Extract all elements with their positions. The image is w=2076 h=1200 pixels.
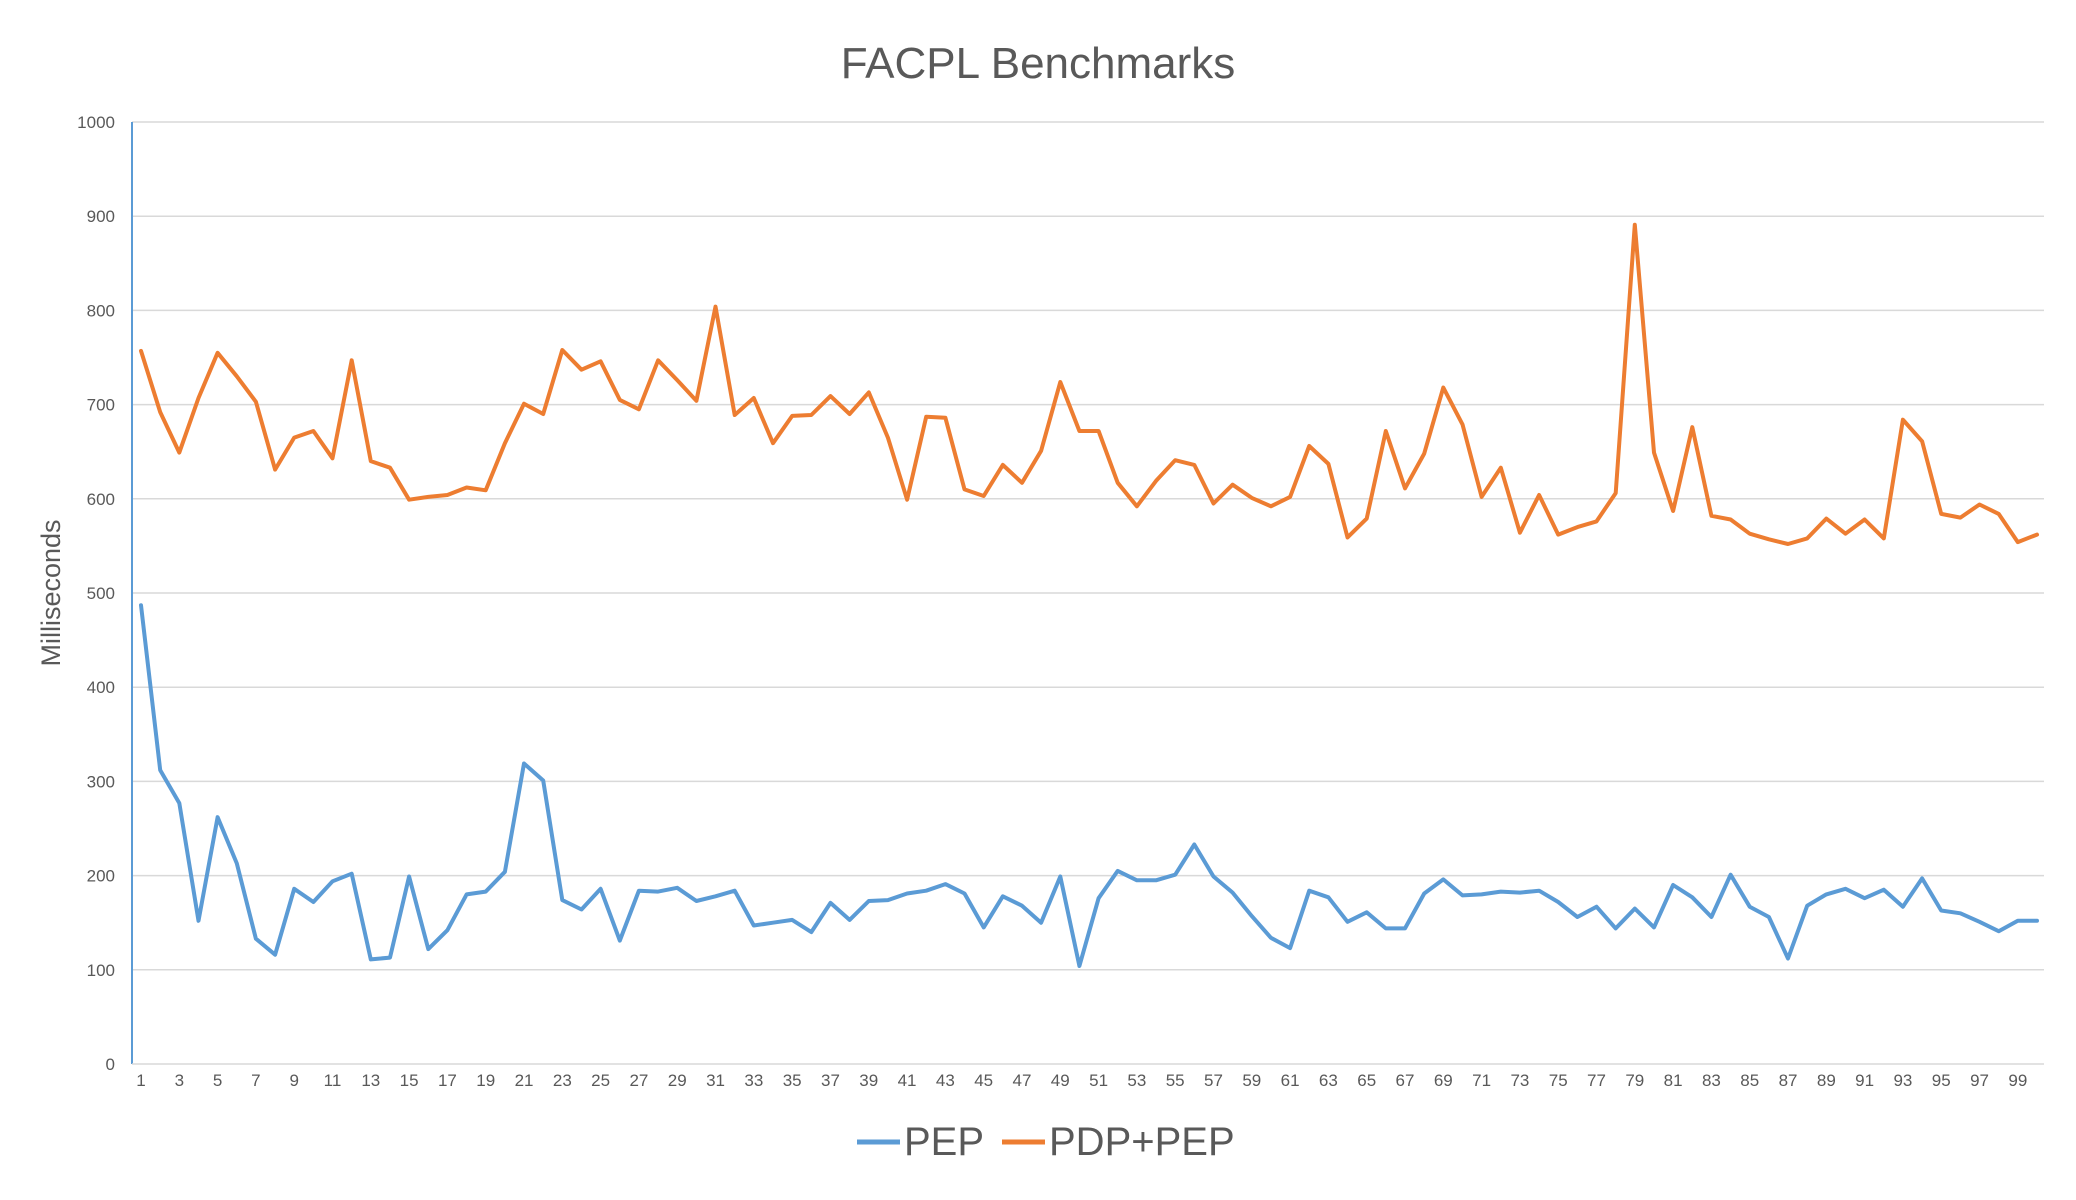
x-tick-label-29: 29 xyxy=(668,1071,687,1090)
x-tick-label-81: 81 xyxy=(1664,1071,1683,1090)
series-lines xyxy=(139,222,2039,968)
x-tick-label-5: 5 xyxy=(213,1071,222,1090)
y-axis-label: Milliseconds xyxy=(36,519,66,666)
y-tick-label-900: 900 xyxy=(87,207,115,226)
x-tick-label-65: 65 xyxy=(1357,1071,1376,1090)
x-tick-label-43: 43 xyxy=(936,1071,955,1090)
x-tick-label-35: 35 xyxy=(783,1071,802,1090)
x-tick-label-55: 55 xyxy=(1166,1071,1185,1090)
x-tick-label-67: 67 xyxy=(1396,1071,1415,1090)
x-tick-label-19: 19 xyxy=(476,1071,495,1090)
legend-label-pep: PEP xyxy=(904,1120,984,1164)
x-tick-label-95: 95 xyxy=(1932,1071,1951,1090)
legend: PEP PDP+PEP xyxy=(857,1120,1235,1164)
legend-label-pdp-pep: PDP+PEP xyxy=(1049,1120,1235,1164)
x-tick-label-13: 13 xyxy=(361,1071,380,1090)
x-tick-label-51: 51 xyxy=(1089,1071,1108,1090)
y-tick-label-100: 100 xyxy=(87,961,115,980)
x-tick-label-7: 7 xyxy=(251,1071,260,1090)
x-tick-label-75: 75 xyxy=(1549,1071,1568,1090)
x-tick-label-71: 71 xyxy=(1472,1071,1491,1090)
x-tick-label-11: 11 xyxy=(324,1071,342,1090)
x-tick-label-9: 9 xyxy=(289,1071,298,1090)
x-tick-label-79: 79 xyxy=(1625,1071,1644,1090)
x-tick-label-93: 93 xyxy=(1893,1071,1912,1090)
x-tick-label-63: 63 xyxy=(1319,1071,1338,1090)
y-tick-label-700: 700 xyxy=(87,396,115,415)
x-tick-label-23: 23 xyxy=(553,1071,572,1090)
x-tick-label-57: 57 xyxy=(1204,1071,1223,1090)
y-tick-label-400: 400 xyxy=(87,678,115,697)
x-tick-label-89: 89 xyxy=(1817,1071,1836,1090)
x-tick-label-77: 77 xyxy=(1587,1071,1606,1090)
y-tick-label-200: 200 xyxy=(87,867,115,886)
y-tick-label-1000: 1000 xyxy=(77,113,115,132)
x-tick-label-25: 25 xyxy=(591,1071,610,1090)
x-tick-label-41: 41 xyxy=(898,1071,917,1090)
x-tick-label-37: 37 xyxy=(821,1071,840,1090)
x-tick-label-15: 15 xyxy=(400,1071,419,1090)
x-tick-label-21: 21 xyxy=(515,1071,534,1090)
x-tick-label-73: 73 xyxy=(1510,1071,1529,1090)
chart-title: FACPL Benchmarks xyxy=(841,39,1236,88)
series-line-pep xyxy=(139,603,2039,968)
x-tick-label-85: 85 xyxy=(1740,1071,1759,1090)
x-tick-label-17: 17 xyxy=(438,1071,457,1090)
x-tick-label-53: 53 xyxy=(1127,1071,1146,1090)
x-tick-label-31: 31 xyxy=(706,1071,725,1090)
x-tick-label-99: 99 xyxy=(2008,1071,2027,1090)
x-tick-label-47: 47 xyxy=(1013,1071,1032,1090)
x-tick-label-3: 3 xyxy=(175,1071,184,1090)
x-tick-label-45: 45 xyxy=(974,1071,993,1090)
y-tick-label-300: 300 xyxy=(87,772,115,791)
x-tick-label-27: 27 xyxy=(629,1071,648,1090)
x-tick-label-69: 69 xyxy=(1434,1071,1453,1090)
y-tick-label-600: 600 xyxy=(87,490,115,509)
x-tick-label-59: 59 xyxy=(1242,1071,1261,1090)
y-tick-label-800: 800 xyxy=(87,301,115,320)
x-tick-label-39: 39 xyxy=(859,1071,878,1090)
series-line-pdp-pep xyxy=(139,222,2039,546)
x-tick-label-33: 33 xyxy=(744,1071,763,1090)
y-tick-label-500: 500 xyxy=(87,584,115,603)
y-axis-tick-labels: 0 100 200 300 400 500 600 700 800 900 1000 xyxy=(77,113,115,1074)
x-axis-tick-labels: 1 3 5 7 9 11 13 15 17 19 21 23 25 27 29 31 33 35 37 39 41 43 4… xyxy=(136,1071,2027,1090)
x-tick-label-61: 61 xyxy=(1281,1071,1300,1090)
x-tick-label-49: 49 xyxy=(1051,1071,1070,1090)
x-tick-label-83: 83 xyxy=(1702,1071,1721,1090)
x-tick-label-87: 87 xyxy=(1779,1071,1798,1090)
x-tick-label-1: 1 xyxy=(136,1071,145,1090)
y-tick-label-0: 0 xyxy=(106,1055,115,1074)
x-tick-label-97: 97 xyxy=(1970,1071,1989,1090)
x-tick-label-91: 91 xyxy=(1855,1071,1874,1090)
gridlines xyxy=(132,121,2044,971)
